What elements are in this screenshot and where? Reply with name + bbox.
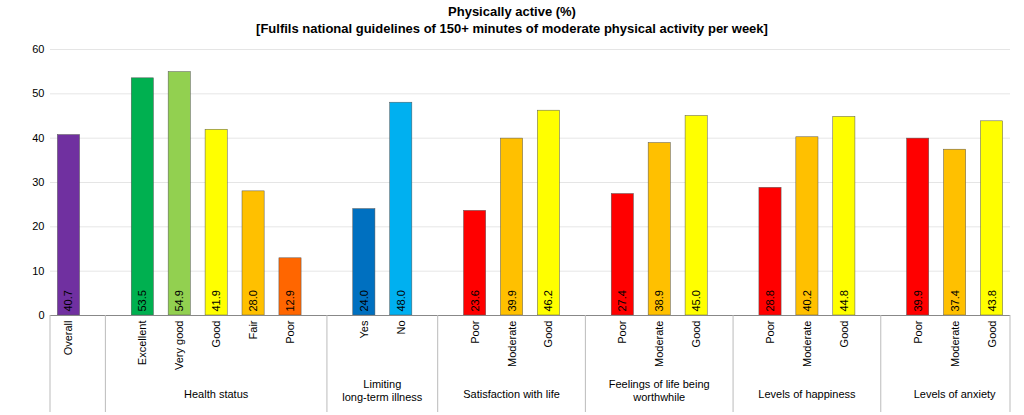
svg-text:Good: Good	[210, 321, 222, 348]
svg-text:30: 30	[32, 176, 44, 188]
svg-text:Fair: Fair	[247, 320, 259, 339]
svg-text:12.9: 12.9	[284, 290, 296, 311]
html-text:[Fulfils national guidelines o: [Fulfils national guidelines of 150+ min…	[256, 21, 768, 36]
svg-text:Excellent: Excellent	[136, 321, 148, 366]
svg-text:Very good: Very good	[173, 321, 185, 371]
svg-text:Levels of anxiety: Levels of anxiety	[914, 388, 996, 400]
svg-text:53.5: 53.5	[136, 290, 148, 311]
svg-text:Poor: Poor	[764, 320, 776, 344]
svg-text:Limitinglong-term illness: Limitinglong-term illness	[342, 378, 423, 403]
svg-text:41.9: 41.9	[210, 290, 222, 311]
svg-text:39.9: 39.9	[506, 290, 518, 311]
svg-text:Poor: Poor	[912, 320, 924, 344]
html-text:Physically active (%): Physically active (%)	[448, 4, 576, 19]
svg-text:23.6: 23.6	[469, 290, 481, 311]
svg-text:28.0: 28.0	[247, 290, 259, 311]
svg-text:Overall: Overall	[62, 321, 74, 356]
svg-text:0: 0	[38, 309, 44, 321]
svg-text:Moderate: Moderate	[653, 321, 665, 367]
svg-text:No: No	[395, 321, 407, 335]
svg-text:Poor: Poor	[616, 320, 628, 344]
svg-text:38.9: 38.9	[653, 290, 665, 311]
svg-text:Moderate: Moderate	[949, 321, 961, 367]
svg-text:10: 10	[32, 265, 44, 277]
svg-text:45.0: 45.0	[690, 290, 702, 311]
svg-text:20: 20	[32, 220, 44, 232]
svg-text:44.8: 44.8	[838, 290, 850, 311]
svg-text:Poor: Poor	[284, 320, 296, 344]
svg-text:39.9: 39.9	[912, 290, 924, 311]
svg-text:Moderate: Moderate	[506, 321, 518, 367]
svg-text:40.7: 40.7	[62, 290, 74, 311]
svg-text:Poor: Poor	[469, 320, 481, 344]
svg-text:46.2: 46.2	[542, 290, 554, 311]
svg-text:Good: Good	[838, 321, 850, 348]
svg-text:37.4: 37.4	[949, 290, 961, 311]
svg-text:40.2: 40.2	[801, 290, 813, 311]
svg-text:50: 50	[32, 87, 44, 99]
svg-text:Levels of happiness: Levels of happiness	[758, 388, 856, 400]
svg-text:Good: Good	[690, 321, 702, 348]
svg-text:Yes: Yes	[358, 320, 370, 338]
svg-text:Feelings of life beingworthwhi: Feelings of life beingworthwhile	[609, 378, 710, 403]
svg-text:43.8: 43.8	[986, 290, 998, 311]
svg-text:Health status: Health status	[184, 388, 249, 400]
svg-text:27.4: 27.4	[616, 290, 628, 311]
svg-text:Moderate: Moderate	[801, 321, 813, 367]
svg-text:Good: Good	[986, 321, 998, 348]
svg-text:24.0: 24.0	[358, 290, 370, 311]
svg-text:28.8: 28.8	[764, 290, 776, 311]
svg-text:Good: Good	[542, 321, 554, 348]
svg-text:48.0: 48.0	[395, 290, 407, 311]
svg-text:60: 60	[32, 43, 44, 55]
svg-text:Satisfaction with life: Satisfaction with life	[463, 388, 560, 400]
svg-text:40: 40	[32, 132, 44, 144]
svg-text:54.9: 54.9	[173, 290, 185, 311]
